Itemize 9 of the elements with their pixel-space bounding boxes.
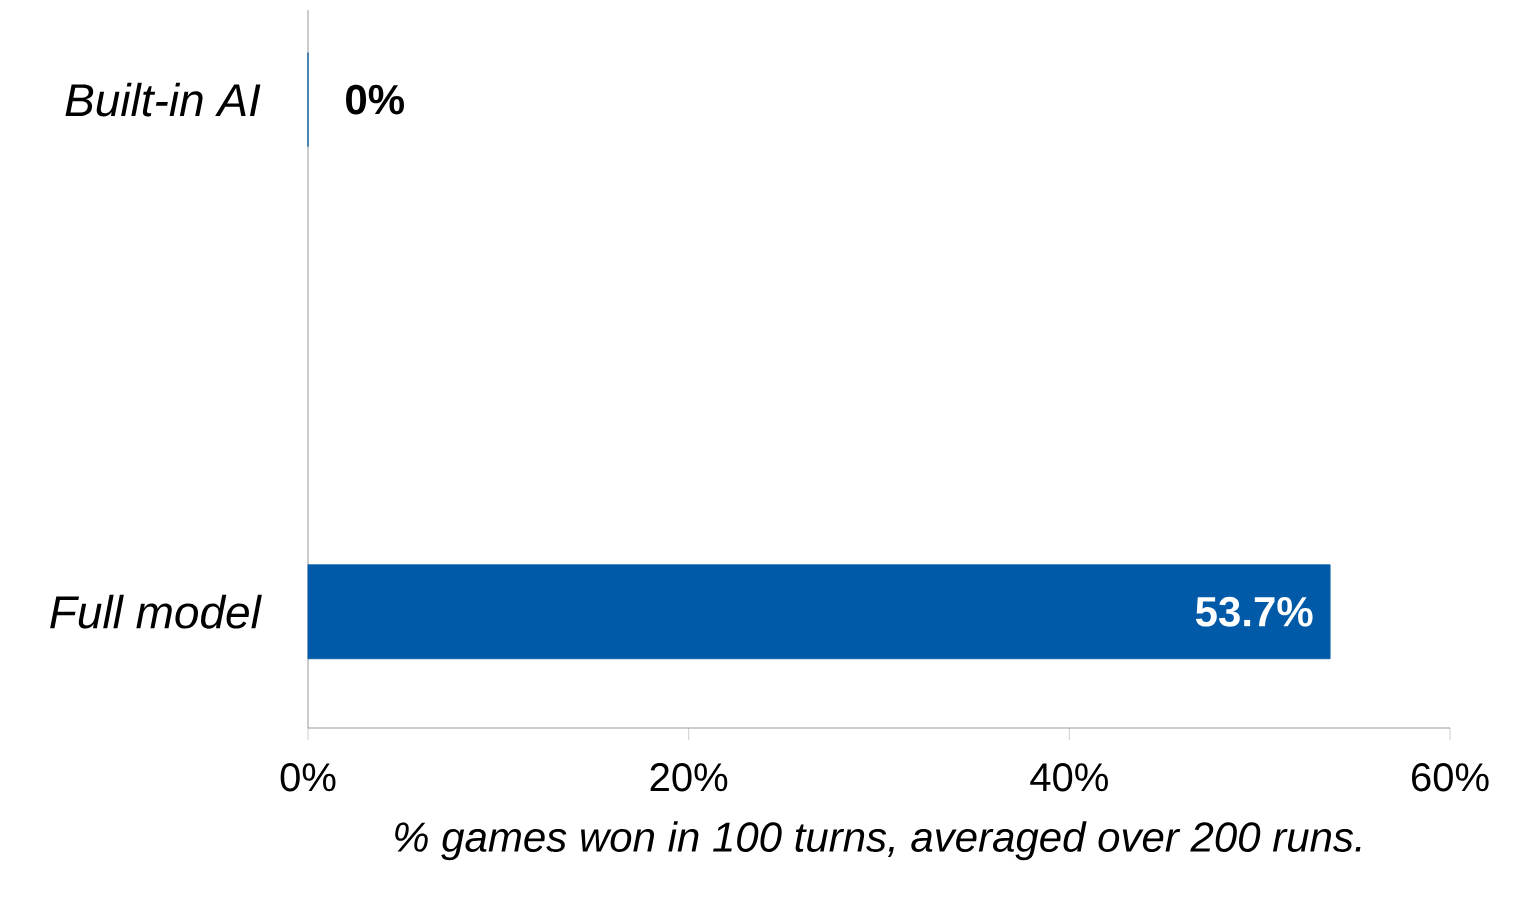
y-tick-label: Full model — [50, 594, 262, 629]
x-tick-label: 0% — [280, 763, 336, 792]
y-tick-label: Built-in AI — [65, 82, 261, 117]
x-tick-label: 20% — [650, 763, 728, 792]
x-axis-title: % games won in 100 turns, averaged over 200 runs. — [395, 821, 1361, 861]
x-tick-label: 60% — [1412, 763, 1489, 792]
x-tick-label: 40% — [1030, 763, 1108, 792]
data-label: 53.7% — [1195, 596, 1313, 627]
data-label: 0% — [346, 84, 404, 115]
